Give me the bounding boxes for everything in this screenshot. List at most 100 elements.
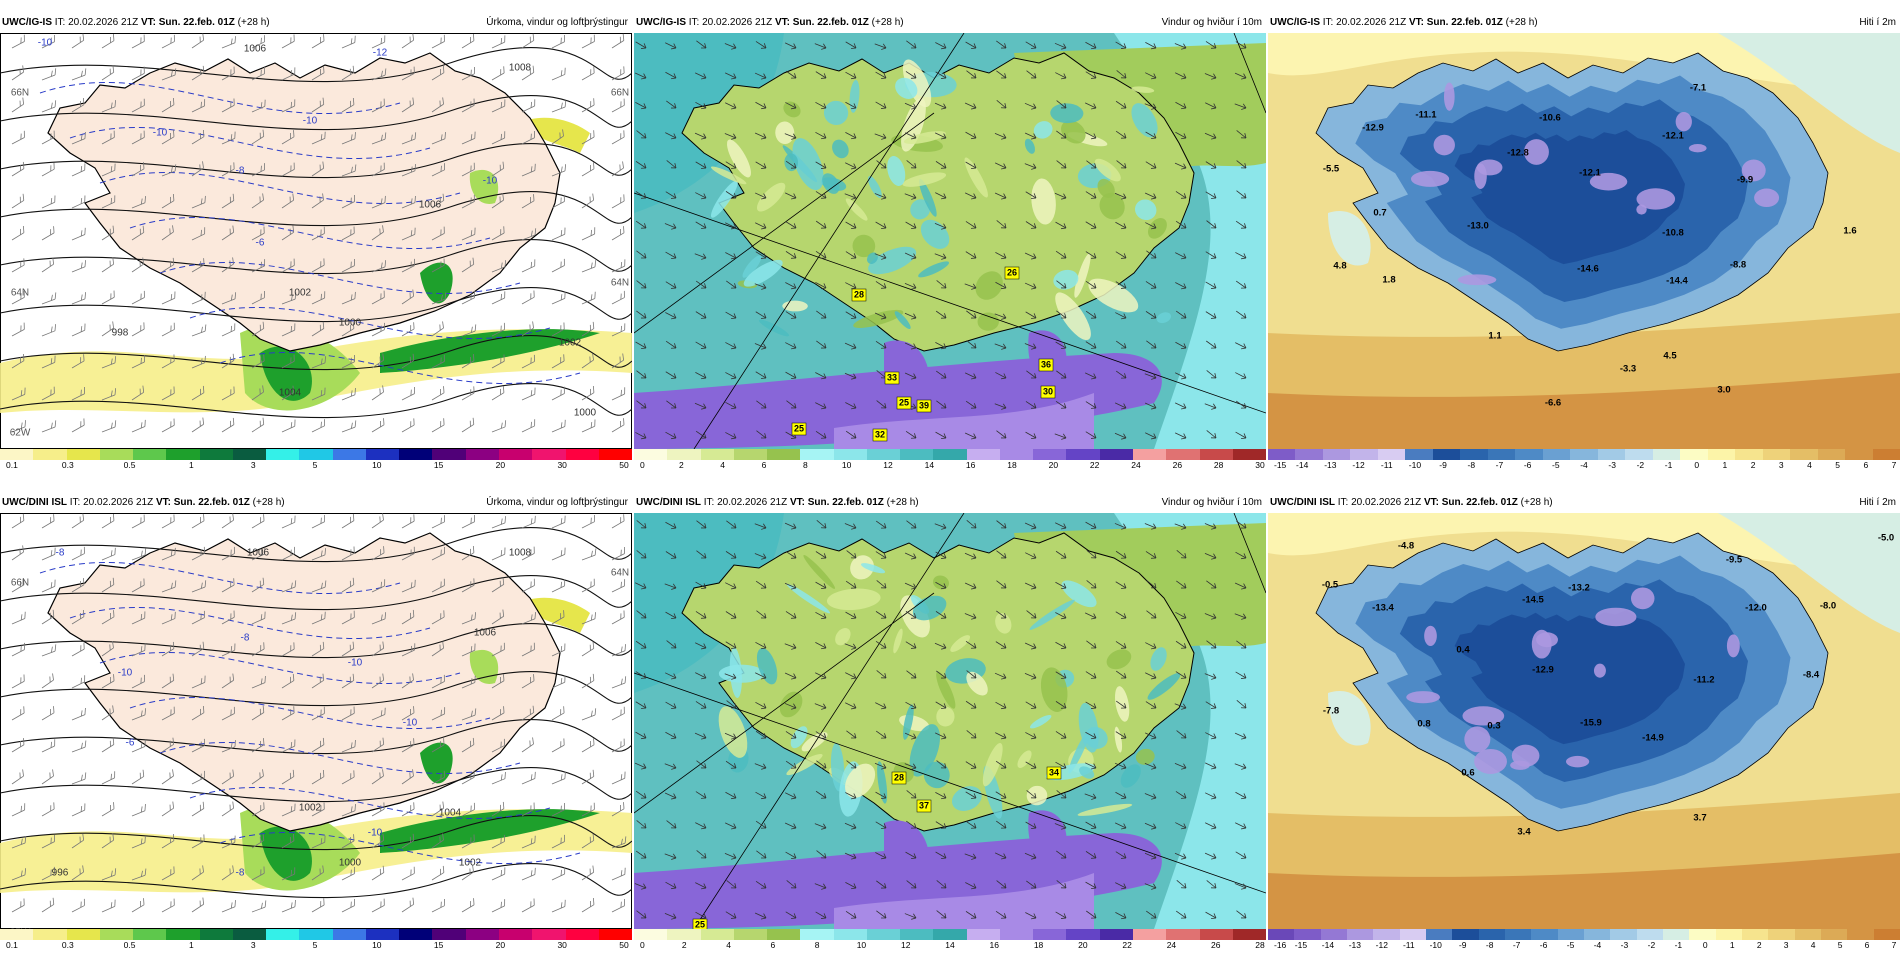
map-label: -11.2 — [1693, 675, 1714, 686]
map-label: 0.6 — [1461, 768, 1474, 779]
map-label: -10 — [153, 128, 168, 139]
colorbar-swatch — [99, 449, 134, 460]
panel-title: Vindur og hviður í 10m — [1161, 497, 1262, 508]
map-label: -8 — [236, 868, 245, 879]
colorbar-swatch — [1652, 449, 1681, 460]
colorbar-swatch — [465, 929, 499, 940]
map-label: 998 — [112, 328, 129, 339]
init-time: 20.02.2026 21Z — [1351, 497, 1422, 508]
colorbar-swatch — [1873, 929, 1900, 940]
colorbar-swatch — [565, 449, 599, 460]
colorbar-swatch — [1033, 449, 1067, 460]
map-label: -12.9 — [1362, 123, 1384, 134]
map-label: 66N — [11, 578, 29, 589]
valid-time: Sun. 22.feb. 01Z — [158, 17, 235, 28]
colorbar-label: 20 — [495, 940, 506, 950]
forecast-panel-wind-ig-is: UWC/IG-IS IT: 20.02.2026 21Z VT: Sun. 22… — [634, 13, 1266, 473]
colorbar-label: 0.1 — [6, 460, 18, 470]
colorbar-label: 14 — [945, 940, 955, 950]
colorbar-swatch — [399, 929, 433, 940]
colorbar-swatch — [966, 449, 1000, 460]
map-label: 1004 — [279, 388, 302, 399]
gust-box — [1040, 385, 1056, 399]
colorbar-swatch — [166, 929, 200, 940]
map-label: 36 — [1041, 359, 1051, 369]
colorbar-swatch — [1452, 929, 1479, 940]
map-label: 64N — [611, 568, 629, 579]
colorbar-label: -12 — [1352, 460, 1365, 470]
colorbar-label: -5 — [1566, 940, 1575, 950]
lead-time: (+28 h) — [1505, 17, 1538, 28]
colorbar-swatch — [1487, 449, 1516, 460]
vt-label: VT: — [1408, 17, 1424, 28]
map-label: -5.5 — [1323, 164, 1340, 175]
colorbar-swatch — [667, 929, 701, 940]
map-label: 30 — [1043, 386, 1053, 396]
colorbar-swatch — [1820, 929, 1848, 940]
map-label: -8.8 — [1730, 260, 1746, 271]
gust-box — [1004, 266, 1020, 280]
colorbar-swatch — [1346, 929, 1374, 940]
model-name: UWC/DINI ISL — [2, 497, 67, 508]
map-label: -14.9 — [1642, 733, 1664, 744]
colorbar-label: 3 — [250, 460, 256, 470]
gust-box — [896, 396, 912, 410]
colorbar-swatch — [498, 929, 533, 940]
colorbar-label: 8 — [802, 460, 808, 470]
colorbar-label: -5 — [1552, 460, 1560, 470]
map-label: 25 — [695, 919, 705, 929]
colorbar-swatch — [199, 449, 233, 460]
colorbar-swatch — [1405, 449, 1433, 460]
gust-box — [916, 799, 932, 813]
colorbar-swatch — [866, 449, 901, 460]
map-label: 28 — [854, 289, 864, 299]
map-label: -10 — [348, 658, 363, 669]
colorbar-label: -9 — [1458, 940, 1467, 950]
colorbar-label: 24 — [1166, 940, 1177, 950]
map-label: -0.5 — [1322, 580, 1339, 591]
map-label: -3.3 — [1620, 364, 1636, 375]
panel-title: Hiti í 2m — [1859, 497, 1896, 508]
colorbar-swatch — [1132, 449, 1167, 460]
colorbar-swatch — [1707, 449, 1736, 460]
map-label: -13.4 — [1372, 603, 1394, 614]
colorbar-swatch — [634, 929, 668, 940]
map-label: 1008 — [509, 63, 532, 74]
it-label: IT: — [69, 497, 81, 508]
colorbar-label: -13 — [1324, 460, 1337, 470]
colorbar-swatch — [1570, 449, 1598, 460]
map-label: -6 — [256, 238, 265, 249]
map-label: -8 — [241, 633, 250, 644]
map-label: -8.4 — [1803, 670, 1820, 681]
colorbar-swatch — [133, 929, 167, 940]
colorbar-swatch — [266, 929, 300, 940]
map-label: -6.6 — [1545, 398, 1561, 409]
colorbar-label: 18 — [1033, 940, 1044, 950]
valid-time: Sun. 22.feb. 01Z — [807, 497, 884, 508]
colorbar-swatch — [1425, 929, 1453, 940]
colorbar-swatch — [1166, 449, 1200, 460]
map-label: 25 — [794, 423, 804, 433]
map-canvas: -7.1 -12.9 -11.1 -10.6 -12.1 -5.5 -12.8 -12.1 -9… — [1268, 33, 1900, 449]
colorbar-swatch — [1295, 449, 1323, 460]
panel-header: UWC/IG-IS IT: 20.02.2026 21Z VT: Sun. 22… — [0, 13, 632, 33]
gust-box — [872, 428, 888, 442]
init-time: 20.02.2026 21Z — [68, 17, 139, 28]
colorbar — [0, 449, 632, 460]
lead-time: (+28 h) — [237, 17, 270, 28]
colorbar-swatch — [966, 929, 1000, 940]
colorbar-label: 15 — [433, 940, 444, 950]
panel-run-info: UWC/IG-IS IT: 20.02.2026 21Z VT: Sun. 22… — [636, 13, 904, 33]
colorbar-swatch — [66, 929, 100, 940]
colorbar-swatch — [1762, 449, 1791, 460]
colorbar-swatch — [1625, 449, 1653, 460]
colorbar-labels: 0 2 4 6 8 10 12 14 16 18 20 22 24 26 28 30 — [634, 460, 1266, 472]
colorbar-label: 1 — [189, 460, 194, 470]
map-label: 26 — [1007, 267, 1017, 277]
lead-time: (+28 h) — [886, 497, 919, 508]
colorbar-label: 26 — [1172, 460, 1183, 470]
map-label: 1006 — [247, 548, 270, 559]
map-label: -4.8 — [1398, 541, 1414, 552]
map-label: 1002 — [299, 803, 322, 814]
colorbar-swatch — [767, 449, 801, 460]
